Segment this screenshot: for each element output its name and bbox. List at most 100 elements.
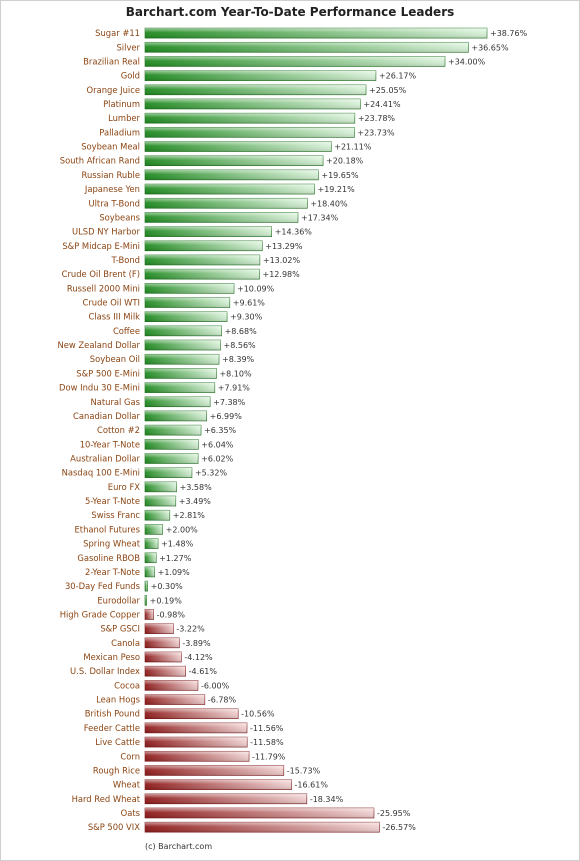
category-label: Canadian Dollar: [73, 411, 141, 421]
category-label: Euro FX: [108, 482, 140, 492]
value-label: -25.95%: [377, 809, 411, 818]
bar-gloss: [145, 737, 248, 748]
bar-gloss: [145, 481, 177, 492]
bar-gloss: [145, 127, 355, 138]
bar-gloss: [145, 467, 192, 478]
category-label: Eurodollar: [97, 595, 140, 605]
chart-title: Barchart.com Year-To-Date Performance Le…: [125, 5, 455, 19]
category-label: Orange Juice: [87, 85, 140, 95]
category-label: Ethanol Futures: [75, 524, 140, 534]
category-label: Hard Red Wheat: [72, 794, 141, 804]
value-label: -4.12%: [184, 653, 213, 662]
value-label: +3.58%: [180, 483, 213, 492]
bar-gloss: [145, 722, 247, 733]
category-label: ULSD NY Harbor: [72, 227, 141, 237]
bar-gloss: [145, 354, 220, 365]
category-label: Oats: [121, 808, 140, 818]
value-label: +0.19%: [150, 596, 183, 605]
bar-gloss: [145, 680, 198, 691]
value-label: +6.04%: [201, 440, 234, 449]
value-label: -0.98%: [157, 610, 186, 619]
chart-credit: (c) Barchart.com: [145, 842, 213, 851]
bar-gloss: [145, 212, 298, 223]
bar-gloss: [145, 198, 308, 209]
category-label: S&P 500 VIX: [88, 822, 140, 832]
value-label: -6.78%: [208, 696, 237, 705]
category-label: Soybean Meal: [81, 142, 140, 152]
category-label: Russell 2000 Mini: [67, 283, 140, 293]
category-label: S&P GSCI: [100, 624, 140, 634]
bar-gloss: [145, 98, 361, 109]
value-label: +1.48%: [161, 540, 194, 549]
category-label: Gold: [121, 71, 140, 81]
bar-gloss: [145, 226, 272, 237]
category-label: Cocoa: [114, 680, 140, 690]
category-label: Palladium: [99, 127, 140, 137]
value-label: +6.02%: [201, 454, 234, 463]
category-label: Russian Ruble: [82, 170, 140, 180]
bar-gloss: [145, 113, 355, 124]
category-label: Dow Indu 30 E-Mini: [59, 383, 140, 393]
category-label: Class III Milk: [89, 312, 141, 322]
category-label: High Grade Copper: [60, 609, 141, 619]
bar-gloss: [145, 325, 222, 336]
value-label: +0.30%: [151, 582, 184, 591]
bar-gloss: [145, 254, 260, 265]
category-label: Corn: [120, 751, 140, 761]
bar-gloss: [145, 410, 207, 421]
bar-gloss: [145, 652, 182, 663]
bar-gloss: [145, 184, 315, 195]
category-label: Lean Hogs: [96, 695, 140, 705]
value-label: -3.22%: [176, 625, 205, 634]
value-label: +18.40%: [310, 199, 348, 208]
value-label: +8.10%: [219, 369, 252, 378]
bar-gloss: [145, 453, 199, 464]
value-label: -15.73%: [287, 766, 321, 775]
value-label: +25.05%: [369, 86, 407, 95]
category-label: Japanese Yen: [84, 184, 140, 194]
bar-gloss: [145, 283, 235, 294]
bar-gloss: [145, 70, 376, 81]
bar-gloss: [145, 581, 148, 592]
bar-gloss: [145, 269, 260, 280]
value-label: -18.34%: [310, 795, 344, 804]
value-label: +36.65%: [471, 43, 509, 52]
bar-gloss: [145, 779, 292, 790]
bar-gloss: [145, 524, 163, 535]
value-label: +7.91%: [218, 384, 251, 393]
category-label: Mexican Peso: [83, 652, 140, 662]
category-label: Crude Oil Brent (F): [62, 269, 140, 279]
category-label: Swiss Franc: [91, 510, 140, 520]
category-label: U.S. Dollar Index: [70, 666, 140, 676]
category-label: Silver: [116, 42, 140, 52]
category-label: Sugar #11: [95, 28, 140, 38]
category-label: S&P Midcap E-Mini: [62, 241, 140, 251]
category-label: New Zealand Dollar: [58, 340, 141, 350]
category-label: S&P 500 E-Mini: [76, 368, 140, 378]
value-label: +3.49%: [179, 497, 212, 506]
category-label: 30-Day Fed Funds: [65, 581, 140, 591]
bar-gloss: [145, 822, 380, 833]
value-label: +1.09%: [158, 568, 191, 577]
bar-gloss: [145, 751, 250, 762]
bar-gloss: [145, 552, 157, 563]
bar-gloss: [145, 609, 154, 620]
category-label: Feeder Cattle: [84, 723, 140, 733]
bar-gloss: [145, 566, 155, 577]
value-label: +10.09%: [237, 284, 275, 293]
value-label: -11.56%: [250, 724, 284, 733]
category-label: Gasoline RBOB: [77, 553, 140, 563]
value-label: +13.29%: [265, 242, 303, 251]
bar-gloss: [145, 42, 469, 53]
bar-gloss: [145, 382, 215, 393]
value-label: +19.21%: [318, 185, 356, 194]
bar-gloss: [145, 141, 332, 152]
category-label: 2-Year T-Note: [85, 567, 140, 577]
value-label: -16.61%: [295, 781, 329, 790]
category-label: Lumber: [108, 113, 140, 123]
value-label: +8.68%: [225, 327, 258, 336]
bar-gloss: [145, 56, 445, 67]
value-label: +13.02%: [263, 256, 301, 265]
value-label: +6.35%: [204, 426, 237, 435]
